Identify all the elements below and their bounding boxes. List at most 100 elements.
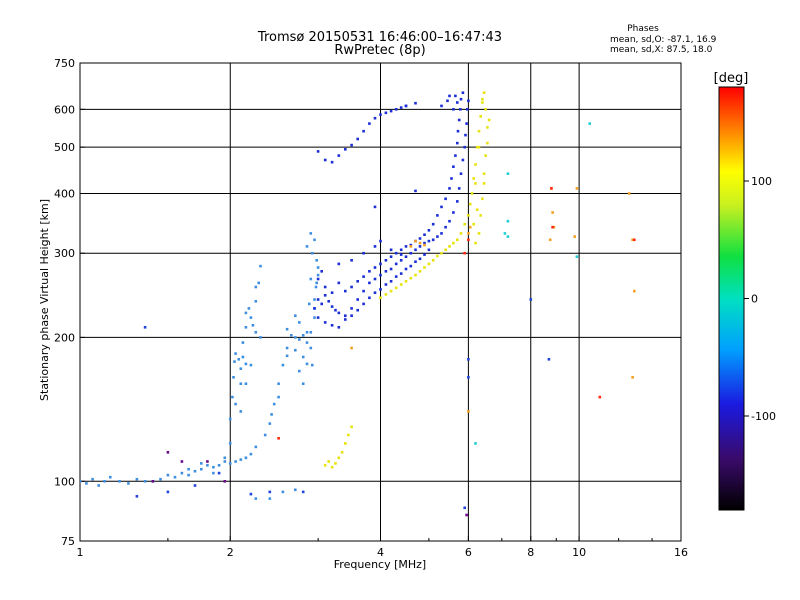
data-point (314, 285, 318, 289)
data-point (418, 241, 422, 245)
data-point (472, 177, 475, 180)
data-point (151, 480, 155, 483)
data-point (452, 165, 455, 168)
data-point (234, 460, 237, 463)
data-point (285, 346, 289, 350)
data-point (506, 172, 510, 175)
data-point (244, 326, 248, 329)
data-point (285, 327, 289, 331)
data-point (414, 239, 417, 243)
data-point (440, 205, 443, 209)
data-point (200, 462, 203, 465)
data-point (481, 197, 484, 201)
chart-subtitle: RwPretec (8p) (334, 43, 425, 58)
y-tick-label: 300 (54, 247, 75, 260)
data-point (143, 326, 147, 329)
data-point (399, 253, 403, 256)
data-point (486, 141, 489, 145)
scatter-points (80, 91, 636, 517)
data-point (463, 222, 466, 226)
data-point (472, 222, 475, 226)
data-point (467, 99, 470, 103)
data-point (356, 308, 359, 312)
data-point (418, 270, 422, 273)
y-tick-label: 400 (54, 187, 75, 200)
y-tick-label: 600 (54, 103, 75, 116)
data-point (573, 235, 576, 238)
data-point (373, 266, 377, 269)
data-point (427, 229, 431, 232)
data-point (379, 273, 382, 277)
data-point (457, 187, 461, 190)
data-point (373, 245, 377, 248)
data-point (294, 348, 297, 352)
data-point (389, 280, 393, 283)
data-point (503, 232, 507, 235)
data-point (575, 255, 579, 258)
x-tick-label: 4 (377, 546, 384, 559)
y-tick-label: 100 (54, 475, 75, 488)
data-point (470, 192, 474, 195)
data-point (468, 202, 472, 206)
data-point (506, 235, 510, 238)
data-point (448, 187, 451, 190)
data-point (212, 465, 215, 469)
data-point (474, 442, 477, 445)
data-point (327, 460, 330, 463)
data-point (627, 192, 631, 195)
x-tick-label: 2 (227, 546, 234, 559)
data-point (506, 219, 510, 223)
data-point (454, 154, 457, 157)
data-point (313, 307, 316, 310)
data-point (313, 298, 316, 301)
data-point (368, 281, 371, 285)
data-point (85, 482, 88, 485)
data-point (459, 108, 462, 111)
data-point (448, 94, 451, 98)
data-point (423, 233, 426, 236)
data-point (486, 126, 489, 129)
data-point (316, 150, 320, 153)
data-point (448, 245, 451, 248)
data-point (464, 133, 467, 137)
data-point (368, 122, 371, 125)
data-point (350, 307, 353, 310)
data-point (475, 208, 479, 211)
data-point (259, 336, 262, 339)
data-point (277, 382, 280, 385)
data-point (337, 262, 341, 266)
data-point (463, 251, 466, 255)
data-point (631, 376, 634, 379)
data-point (431, 259, 435, 262)
data-point (350, 425, 353, 429)
data-point (631, 238, 634, 242)
data-point (467, 214, 470, 217)
data-point (440, 232, 443, 235)
data-point (394, 286, 398, 290)
data-point (228, 462, 232, 465)
data-point (384, 283, 388, 286)
data-point (206, 464, 209, 467)
data-point (231, 395, 234, 399)
data-point (444, 197, 447, 201)
data-point (459, 232, 463, 235)
data-point (350, 143, 353, 147)
data-point (479, 115, 482, 118)
phases-x-line: mean, sd,X: 87.5, 18.0 (610, 45, 713, 55)
data-point (384, 270, 388, 273)
data-point (330, 160, 334, 164)
data-point (474, 241, 477, 245)
data-point (316, 316, 320, 319)
data-point (244, 311, 248, 315)
data-point (309, 232, 313, 235)
data-point (223, 460, 227, 463)
data-point (127, 482, 130, 485)
data-point (234, 352, 237, 355)
data-point (223, 456, 227, 460)
phases-o-line: mean, sd,O: -87.1, 16.9 (610, 35, 717, 45)
data-point (368, 270, 371, 273)
data-point (97, 484, 100, 487)
data-point (452, 108, 455, 111)
data-point (277, 395, 280, 399)
data-point (423, 266, 426, 269)
